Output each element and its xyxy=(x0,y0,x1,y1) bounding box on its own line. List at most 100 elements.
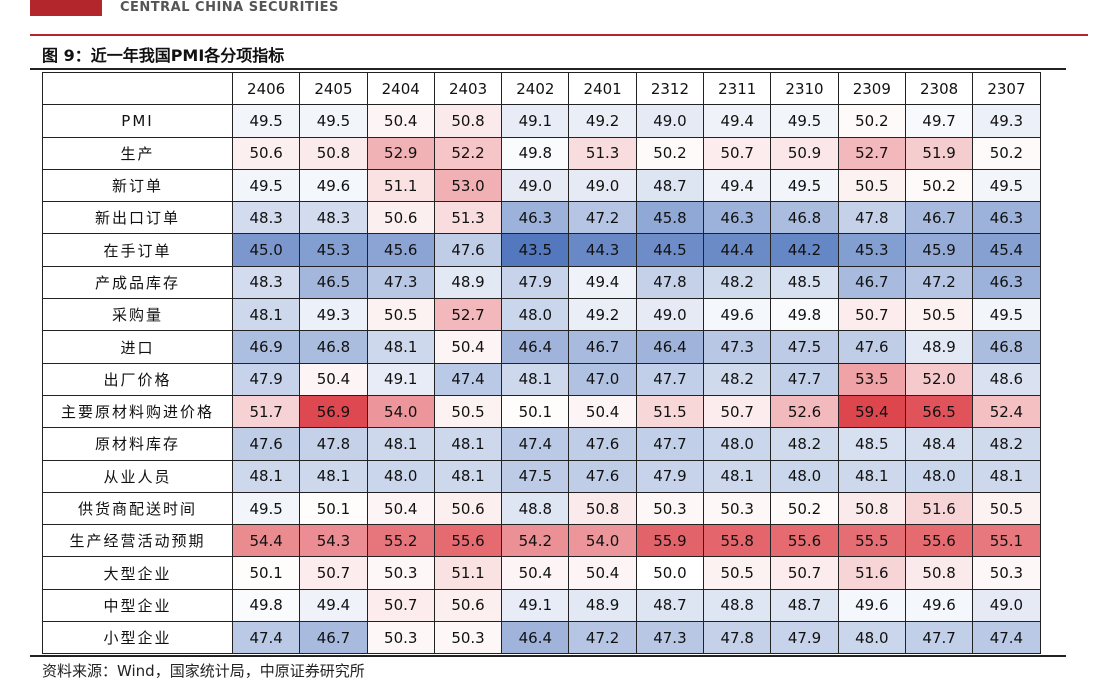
value-cell: 46.8 xyxy=(770,201,839,235)
value-cell: 48.6 xyxy=(972,362,1041,396)
table-row: 大型企业 50.1 50.7 50.3 51.1 50.4 50.4 50.0 50.5 50.7… xyxy=(42,556,1041,590)
table-row: 供货商配送时间 49.5 50.1 50.4 50.6 48.8 50.8 50.3 50.3 5… xyxy=(42,491,1041,526)
value-cell: 48.0 xyxy=(904,459,974,493)
value-cell: 50.2 xyxy=(770,491,839,526)
value-cell: 52.6 xyxy=(770,394,839,429)
value-cell: 52.0 xyxy=(904,362,974,396)
value-cell: 46.4 xyxy=(501,621,570,655)
value-cell: 52.4 xyxy=(972,394,1041,429)
value-cell: 47.8 xyxy=(703,621,772,655)
value-cell: 48.7 xyxy=(635,588,705,623)
value-cell: 54.4 xyxy=(231,524,301,558)
value-cell: 48.1 xyxy=(366,427,435,461)
value-cell: 48.0 xyxy=(703,427,772,461)
value-cell: 50.4 xyxy=(568,556,637,590)
value-cell: 50.2 xyxy=(904,168,974,203)
value-cell: 48.0 xyxy=(837,621,906,655)
value-cell: 50.8 xyxy=(904,556,974,590)
value-cell: 44.3 xyxy=(568,233,637,267)
value-cell: 51.6 xyxy=(837,556,906,590)
row-label: 中型企业 xyxy=(42,588,233,623)
value-cell: 53.5 xyxy=(837,362,906,396)
value-cell: 50.5 xyxy=(433,394,503,429)
value-cell: 50.3 xyxy=(366,556,435,590)
value-cell: 50.8 xyxy=(568,491,637,526)
value-cell: 50.7 xyxy=(770,556,839,590)
value-cell: 47.8 xyxy=(837,201,906,235)
value-cell: 46.3 xyxy=(501,201,570,235)
value-cell: 50.5 xyxy=(703,556,772,590)
value-cell: 49.1 xyxy=(366,362,435,396)
value-cell: 48.8 xyxy=(703,588,772,623)
value-cell: 50.4 xyxy=(433,330,503,364)
value-cell: 49.2 xyxy=(568,298,637,332)
value-cell: 48.8 xyxy=(501,491,570,526)
value-cell: 46.8 xyxy=(299,330,368,364)
value-cell: 50.7 xyxy=(703,136,772,170)
value-cell: 49.1 xyxy=(501,588,570,623)
value-cell: 52.9 xyxy=(366,136,435,170)
figure-title: 图 9：近一年我国PMI各分项指标 xyxy=(42,46,285,65)
value-cell: 46.7 xyxy=(568,330,637,364)
value-cell: 47.3 xyxy=(635,621,705,655)
value-cell: 46.7 xyxy=(904,201,974,235)
value-cell: 47.2 xyxy=(568,201,637,235)
value-cell: 49.6 xyxy=(837,588,906,623)
value-cell: 49.8 xyxy=(501,136,570,170)
value-cell: 49.0 xyxy=(635,104,705,138)
value-cell: 50.4 xyxy=(501,556,570,590)
value-cell: 49.1 xyxy=(501,104,570,138)
value-cell: 48.1 xyxy=(231,459,301,493)
value-cell: 50.1 xyxy=(231,556,301,590)
value-cell: 46.4 xyxy=(635,330,705,364)
value-cell: 45.6 xyxy=(366,233,435,267)
row-label: 进口 xyxy=(42,330,233,364)
table-row: 在手订单 45.0 45.3 45.6 47.6 43.5 44.3 44.5 44.4 44.2… xyxy=(42,233,1041,267)
value-cell: 48.3 xyxy=(231,201,301,235)
value-cell: 49.5 xyxy=(972,168,1041,203)
value-cell: 47.4 xyxy=(972,621,1041,655)
column-header: 2403 xyxy=(433,71,503,106)
value-cell: 49.7 xyxy=(904,104,974,138)
value-cell: 49.6 xyxy=(299,168,368,203)
value-cell: 48.9 xyxy=(568,588,637,623)
value-cell: 49.0 xyxy=(501,168,570,203)
value-cell: 56.5 xyxy=(904,394,974,429)
footer-rule xyxy=(30,655,1066,657)
value-cell: 48.5 xyxy=(770,265,839,300)
heatmap-table: 2406 2405 2404 2403 2402 2401 2312 2311 2310 2309… xyxy=(42,71,1041,655)
value-cell: 44.5 xyxy=(635,233,705,267)
value-cell: 54.0 xyxy=(568,524,637,558)
value-cell: 47.7 xyxy=(904,621,974,655)
logo-mark xyxy=(30,0,102,16)
value-cell: 48.2 xyxy=(703,362,772,396)
value-cell: 48.9 xyxy=(904,330,974,364)
value-cell: 47.0 xyxy=(568,362,637,396)
value-cell: 48.1 xyxy=(433,459,503,493)
value-cell: 45.3 xyxy=(837,233,906,267)
table-row: 主要原材料购进价格 51.7 56.9 54.0 50.5 50.1 50.4 51.5 50.… xyxy=(42,394,1041,429)
value-cell: 52.7 xyxy=(433,298,503,332)
value-cell: 48.9 xyxy=(433,265,503,300)
value-cell: 48.1 xyxy=(299,459,368,493)
value-cell: 54.0 xyxy=(366,394,435,429)
value-cell: 48.3 xyxy=(231,265,301,300)
row-label: 从业人员 xyxy=(42,459,233,493)
value-cell: 47.9 xyxy=(501,265,570,300)
column-header: 2310 xyxy=(770,71,839,106)
value-cell: 47.2 xyxy=(904,265,974,300)
value-cell: 53.0 xyxy=(433,168,503,203)
row-label: 在手订单 xyxy=(42,233,233,267)
value-cell: 50.1 xyxy=(501,394,570,429)
value-cell: 50.0 xyxy=(635,556,705,590)
row-label: 采购量 xyxy=(42,298,233,332)
value-cell: 50.1 xyxy=(299,491,368,526)
value-cell: 48.0 xyxy=(770,459,839,493)
value-cell: 56.9 xyxy=(299,394,368,429)
column-header: 2404 xyxy=(366,71,435,106)
column-header: 2406 xyxy=(231,71,301,106)
value-cell: 50.3 xyxy=(366,621,435,655)
value-cell: 50.6 xyxy=(366,201,435,235)
value-cell: 47.5 xyxy=(770,330,839,364)
